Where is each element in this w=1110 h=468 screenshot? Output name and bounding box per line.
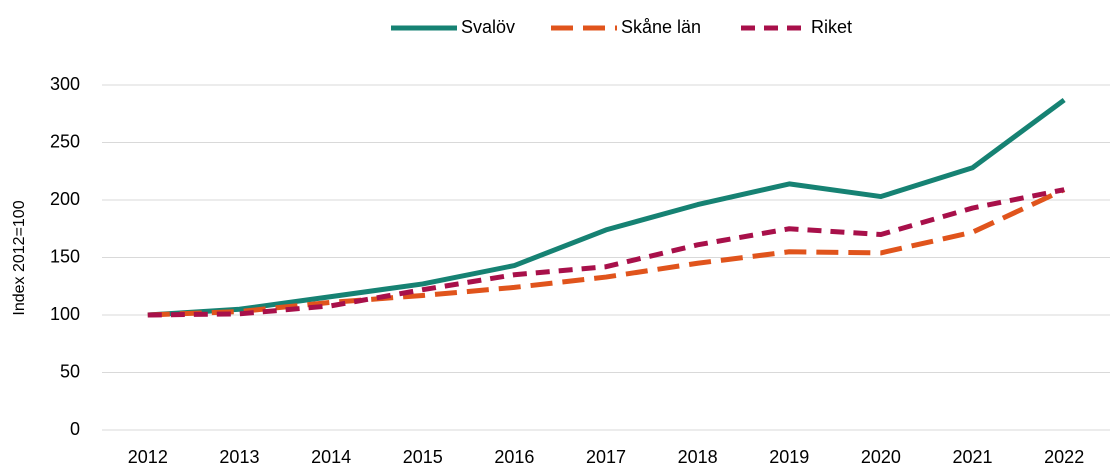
x-tick-label: 2013 xyxy=(219,447,259,467)
series-line xyxy=(147,187,1066,318)
x-tick-label: 2020 xyxy=(861,447,901,467)
y-tick-label: 150 xyxy=(50,246,80,266)
y-tick-label: 250 xyxy=(50,131,80,151)
x-tick-label: 2014 xyxy=(311,447,351,467)
x-tick-label: 2021 xyxy=(953,447,993,467)
legend-label: Svalöv xyxy=(461,17,515,37)
y-tick-label: 100 xyxy=(50,304,80,324)
y-tick-label: 200 xyxy=(50,189,80,209)
x-tick-label: 2019 xyxy=(769,447,809,467)
legend-label: Riket xyxy=(811,17,852,37)
y-tick-label: 50 xyxy=(60,361,80,381)
y-axis-title: Index 2012=100 xyxy=(11,200,28,315)
y-tick-label: 0 xyxy=(70,419,80,439)
x-tick-label: 2018 xyxy=(678,447,718,467)
x-tick-label: 2015 xyxy=(403,447,443,467)
x-tick-label: 2017 xyxy=(586,447,626,467)
series-line xyxy=(147,187,1065,318)
legend-label: Skåne län xyxy=(621,17,701,37)
x-tick-label: 2012 xyxy=(128,447,168,467)
x-tick-label: 2016 xyxy=(494,447,534,467)
x-tick-label: 2022 xyxy=(1044,447,1084,467)
series-line xyxy=(147,97,1066,318)
y-tick-label: 300 xyxy=(50,74,80,94)
